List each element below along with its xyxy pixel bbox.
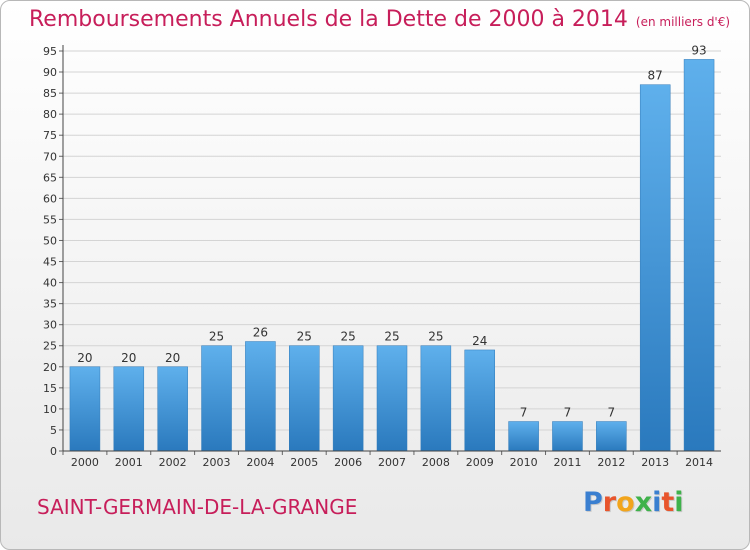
y-tick-label: 55 — [43, 213, 57, 226]
bar — [332, 345, 364, 452]
x-tick-label: 2008 — [422, 456, 450, 469]
x-tick-label: 2006 — [334, 456, 362, 469]
x-tick-label: 2013 — [641, 456, 669, 469]
x-tick-label: 2000 — [71, 456, 99, 469]
y-tick-label: 0 — [50, 445, 57, 458]
logo-letter: i — [674, 487, 684, 518]
bar — [376, 345, 408, 452]
data-label: 93 — [691, 43, 706, 57]
bar — [552, 421, 583, 452]
data-label: 25 — [297, 330, 312, 344]
y-tick-label: 30 — [43, 319, 57, 332]
bar — [508, 421, 539, 452]
chart-title: Remboursements Annuels de la Dette de 20… — [29, 7, 730, 32]
y-tick-label: 90 — [43, 66, 57, 79]
y-tick-label: 60 — [43, 192, 57, 205]
x-tick-label: 2007 — [378, 456, 406, 469]
bar — [420, 345, 452, 452]
bar — [683, 59, 715, 452]
data-label: 7 — [564, 406, 572, 420]
bar — [596, 421, 627, 452]
data-label: 7 — [608, 406, 616, 420]
y-tick-label: 25 — [43, 340, 57, 353]
bar — [245, 341, 276, 452]
commune-name: SAINT-GERMAIN-DE-LA-GRANGE — [37, 495, 358, 519]
data-label: 20 — [77, 351, 92, 365]
bars — [69, 59, 715, 452]
y-tick-label: 80 — [43, 108, 57, 121]
x-tick-label: 2010 — [510, 456, 538, 469]
y-tick-label: 45 — [43, 256, 57, 269]
x-tick-label: 2003 — [203, 456, 231, 469]
y-tick-label: 15 — [43, 382, 57, 395]
data-label: 24 — [472, 334, 487, 348]
y-tick-label: 10 — [43, 403, 57, 416]
proxiti-logo: Proxiti — [583, 487, 684, 518]
x-tick-labels: 2000 2001 2002 2003 2004 2005 2006 2007 2008 2009… — [71, 456, 713, 469]
y-tick-label: 40 — [43, 277, 57, 290]
data-label: 25 — [384, 330, 399, 344]
logo-letter: x — [634, 487, 653, 518]
logo-letter: i — [652, 487, 662, 518]
y-tick-labels: 0 5 10 15 20 25 30 35 40 45 50 55 60 65 70 75 80 85 90 95 — [43, 45, 57, 458]
bar — [157, 366, 188, 452]
logo-letter: P — [583, 487, 603, 518]
bar — [639, 84, 671, 452]
data-label: 7 — [520, 406, 528, 420]
data-label: 87 — [648, 69, 663, 83]
logo-letter: r — [602, 487, 617, 518]
data-label: 25 — [209, 330, 224, 344]
x-tick-label: 2009 — [466, 456, 494, 469]
x-tick-label: 2014 — [685, 456, 713, 469]
data-label: 20 — [165, 351, 180, 365]
data-label: 26 — [253, 326, 268, 340]
logo-letter: o — [616, 487, 635, 518]
x-tick-label: 2011 — [553, 456, 581, 469]
y-tick-label: 65 — [43, 171, 57, 184]
logo-letter: t — [661, 487, 675, 518]
bar — [113, 366, 145, 452]
x-tick-label: 2001 — [115, 456, 143, 469]
x-tick-label: 2002 — [159, 456, 187, 469]
y-tick-label: 5 — [50, 424, 57, 437]
x-tick-label: 2005 — [290, 456, 318, 469]
x-tick-label: 2004 — [246, 456, 274, 469]
chart-unit: (en milliers d'€) — [635, 15, 731, 29]
y-tick-label: 85 — [43, 87, 57, 100]
y-tick-label: 35 — [43, 298, 57, 311]
data-labels: 20 20 20 25 26 25 25 25 25 24 7 7 7 87 93 — [77, 43, 706, 419]
chart-title-text: Remboursements Annuels de la Dette de 20… — [29, 7, 628, 32]
x-tick-label: 2012 — [597, 456, 625, 469]
data-label: 25 — [428, 330, 443, 344]
bar — [464, 349, 495, 452]
y-tick-label: 95 — [43, 45, 57, 58]
y-tick-label: 75 — [43, 129, 57, 142]
bar — [69, 366, 101, 452]
y-tick-label: 50 — [43, 234, 57, 247]
y-tick-label: 20 — [43, 361, 57, 374]
bar — [201, 345, 232, 452]
y-tick-label: 70 — [43, 150, 57, 163]
bar — [289, 345, 320, 452]
data-label: 20 — [121, 351, 136, 365]
axes — [59, 45, 721, 455]
data-label: 25 — [340, 330, 355, 344]
